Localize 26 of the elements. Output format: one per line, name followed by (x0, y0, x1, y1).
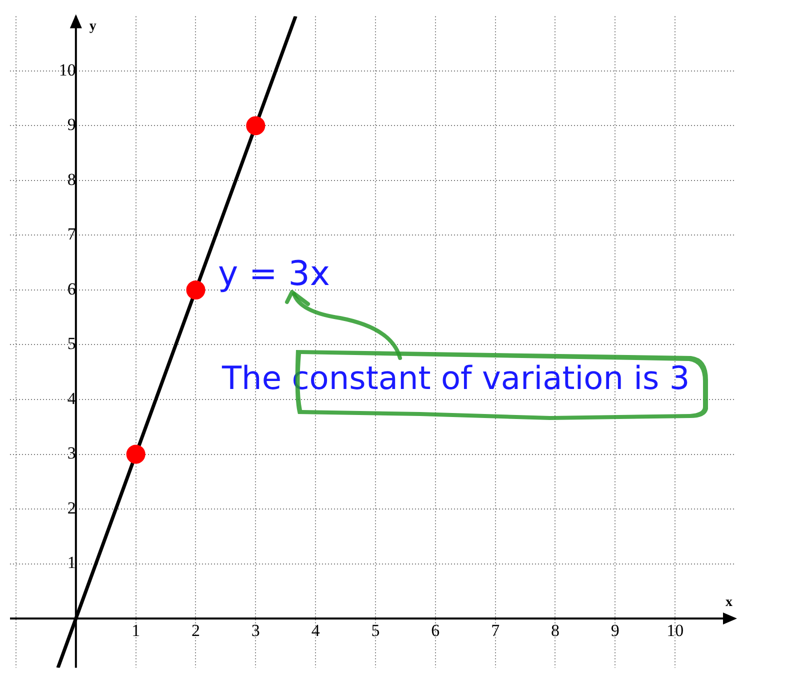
x-tick-label: 8 (551, 621, 560, 640)
y-tick-label: 7 (67, 224, 76, 244)
y-tick-label: 2 (67, 498, 76, 518)
x-tick-label: 10 (666, 621, 684, 640)
point (186, 280, 206, 300)
point (126, 444, 146, 464)
point (246, 116, 266, 136)
annotation: y = 3x (218, 254, 330, 294)
x-tick-label: 2 (191, 621, 200, 640)
y-tick-label: 9 (67, 115, 76, 134)
y-tick-label: 5 (67, 334, 76, 354)
y-tick-label: 1 (67, 553, 76, 572)
y-tick-label: 6 (67, 279, 76, 298)
x-tick-label: 1 (132, 621, 140, 640)
x-axis-title: x (726, 595, 732, 610)
y-axis-title: y (89, 18, 96, 34)
x-tick-label: 9 (610, 621, 620, 640)
x-tick-label: 6 (431, 621, 440, 640)
y-tick-label: 8 (67, 170, 76, 189)
y-tick-label: 4 (67, 388, 76, 408)
x-tick-label: 5 (371, 621, 380, 640)
y-tick-label: 3 (67, 444, 76, 463)
y-tick-label: 10 (58, 60, 76, 80)
x-tick-label: 4 (311, 621, 320, 640)
x-tick-label: 3 (251, 621, 260, 640)
x-tick-label: 7 (491, 621, 500, 640)
